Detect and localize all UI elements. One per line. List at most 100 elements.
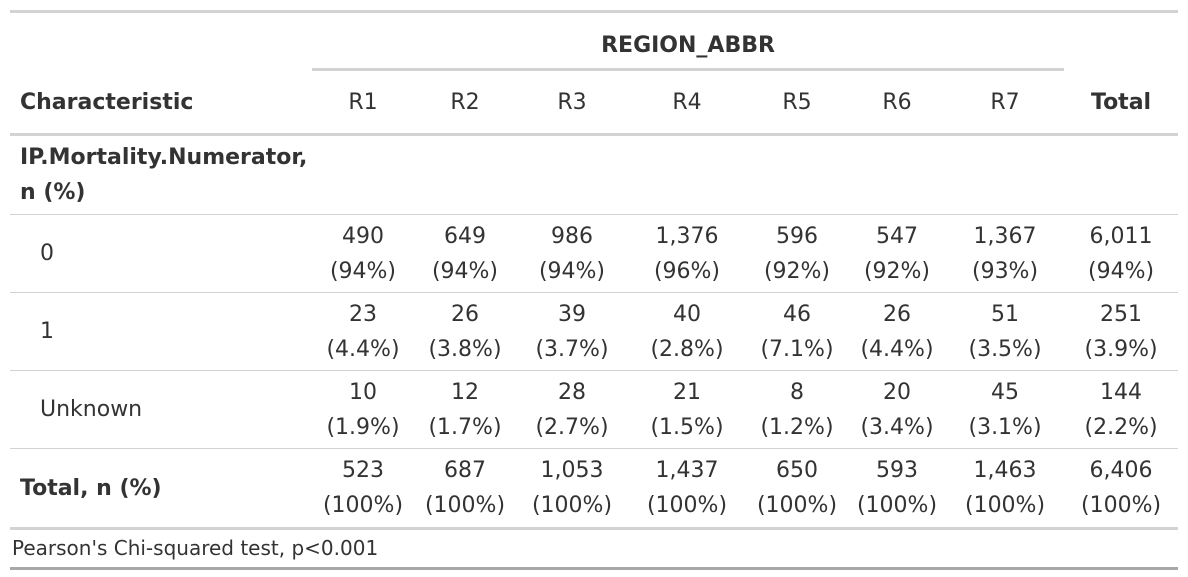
cell-percent: (3.4%) <box>860 414 934 440</box>
column-header-r4: R4 <box>628 71 746 136</box>
cell-count: 6,011 <box>1089 223 1153 249</box>
cell-count: 6,406 <box>1089 458 1153 483</box>
column-header-total: Total <box>1064 71 1179 136</box>
cell-percent: (1.9%) <box>326 414 400 440</box>
cell-count: 21 <box>673 379 701 405</box>
cell-percent: (94%) <box>431 258 499 284</box>
spanner-row: REGION_ABBR <box>10 11 1179 72</box>
cell-percent: (1.7%) <box>428 414 502 440</box>
cell-count: 490 <box>342 223 384 249</box>
cell-percent: (1.5%) <box>650 414 724 440</box>
table-cell: 28 (2.7%) <box>516 370 628 449</box>
table-row: 1 23 (4.4%) 26 (3.8%) 39 (3.7%) 40 (2.8%) 46… <box>10 292 1179 371</box>
table-cell: 596 (92%) <box>746 214 848 293</box>
total-row-label: Total, n (%) <box>10 448 312 530</box>
cell-count: 46 <box>783 301 811 327</box>
spanner-blank-left <box>10 12 312 72</box>
cell-percent: (100%) <box>322 493 404 518</box>
group-label-line2: n (%) <box>20 180 86 205</box>
cell-count: 649 <box>444 223 486 249</box>
table-cell: 10 (1.9%) <box>312 370 414 449</box>
cell-count: 12 <box>451 379 479 405</box>
cell-percent: (3.8%) <box>428 336 502 362</box>
table-row: 0 490 (94%) 649 (94%) 986 (94%) 1,376 (96%) … <box>10 214 1179 293</box>
cell-count: 986 <box>551 223 593 249</box>
table-cell: 46 (7.1%) <box>746 292 848 371</box>
table-cell-total: 144 (2.2%) <box>1064 370 1179 449</box>
table-cell: 51 (3.5%) <box>946 292 1065 371</box>
cell-percent: (100%) <box>1081 493 1162 518</box>
cell-count: 1,376 <box>655 223 719 249</box>
cell-count: 51 <box>991 301 1020 327</box>
table-footnote: Pearson's Chi-squared test, p<0.001 <box>10 530 1178 570</box>
cell-count: 23 <box>349 301 377 327</box>
spanner-blank-right <box>1064 12 1178 72</box>
cell-count: 523 <box>342 458 384 483</box>
table-cell: 21 (1.5%) <box>628 370 746 449</box>
characteristic-header: Characteristic <box>10 71 312 136</box>
spanner-cell: REGION_ABBR <box>312 12 1065 71</box>
column-header-r7: R7 <box>946 71 1065 136</box>
cell-count: 26 <box>883 301 911 327</box>
table-cell: 1,463 (100%) <box>946 448 1065 530</box>
table-cell-total: 251 (3.9%) <box>1064 292 1179 371</box>
table-cell: 39 (3.7%) <box>516 292 628 371</box>
cell-count: 20 <box>883 379 911 405</box>
cell-percent: (100%) <box>646 493 728 518</box>
group-label-line1: IP.Mortality.Numerator, <box>20 145 308 170</box>
cell-count: 40 <box>673 301 701 327</box>
row-label: Unknown <box>10 370 312 449</box>
table-cell: 1,376 (96%) <box>628 214 746 293</box>
table-cell: 26 (3.8%) <box>414 292 516 371</box>
spanner-underline <box>312 68 1065 71</box>
table-cell: 649 (94%) <box>414 214 516 293</box>
cell-count: 28 <box>558 379 586 405</box>
table-cell: 1,053 (100%) <box>516 448 628 530</box>
cell-percent: (4.4%) <box>860 336 934 362</box>
cell-count: 650 <box>776 458 818 483</box>
table-cell: 1,437 (100%) <box>628 448 746 530</box>
cell-percent: (94%) <box>329 258 397 284</box>
cell-count: 45 <box>991 379 1020 405</box>
summary-table: REGION_ABBR Characteristic R1 R2 R3 R4 R… <box>10 10 1179 530</box>
cell-count: 1,437 <box>655 458 719 483</box>
column-header-r2: R2 <box>414 71 516 136</box>
cell-count: 26 <box>451 301 479 327</box>
column-header-r3: R3 <box>516 71 628 136</box>
table-cell: 650 (100%) <box>746 448 848 530</box>
cell-percent: (93%) <box>971 258 1039 284</box>
table-cell: 1,367 (93%) <box>946 214 1065 293</box>
cell-count: 1,053 <box>540 458 604 483</box>
total-row: Total, n (%) 523 (100%) 687 (100%) 1,053 (1… <box>10 448 1179 530</box>
cell-percent: (94%) <box>1088 258 1155 284</box>
column-header-row: Characteristic R1 R2 R3 R4 R5 R6 R7 Tota… <box>10 71 1179 136</box>
cell-percent: (100%) <box>756 493 838 518</box>
table-cell: 490 (94%) <box>312 214 414 293</box>
column-header-r6: R6 <box>848 71 946 136</box>
table-cell: 523 (100%) <box>312 448 414 530</box>
cell-percent: (100%) <box>531 493 613 518</box>
cell-count: 593 <box>876 458 918 483</box>
cell-percent: (92%) <box>863 258 931 284</box>
cell-count: 8 <box>790 379 804 405</box>
table-cell: 20 (3.4%) <box>848 370 946 449</box>
cell-percent: (100%) <box>964 493 1046 518</box>
cell-count: 1,367 <box>973 223 1037 249</box>
table-cell: 687 (100%) <box>414 448 516 530</box>
table-cell-total: 6,011 (94%) <box>1064 214 1179 293</box>
row-label: 0 <box>10 214 312 293</box>
table-cell: 8 (1.2%) <box>746 370 848 449</box>
column-header-r5: R5 <box>746 71 848 136</box>
cell-percent: (2.7%) <box>535 414 609 440</box>
table-cell: 26 (4.4%) <box>848 292 946 371</box>
cell-count: 10 <box>349 379 377 405</box>
cell-percent: (3.1%) <box>968 414 1042 440</box>
cell-percent: (100%) <box>856 493 938 518</box>
cell-percent: (1.2%) <box>760 414 834 440</box>
table-cell-total: 6,406 (100%) <box>1064 448 1179 530</box>
table-cell: 23 (4.4%) <box>312 292 414 371</box>
cell-percent: (92%) <box>763 258 831 284</box>
table-cell: 12 (1.7%) <box>414 370 516 449</box>
cell-count: 1,463 <box>973 458 1037 483</box>
column-header-r1: R1 <box>312 71 414 136</box>
